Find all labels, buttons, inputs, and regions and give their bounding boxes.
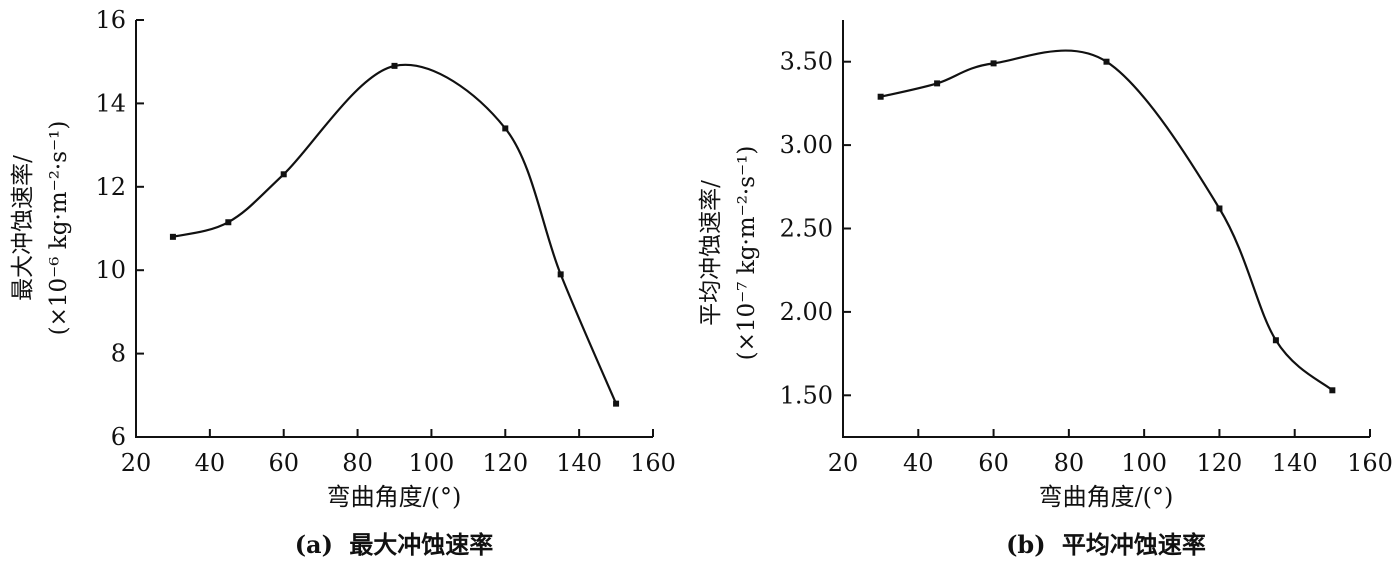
x-axis-label-b: 弯曲角度/(°)	[1039, 483, 1174, 511]
y-ticks-b: 1.50 2.00 2.50 3.00 3.50	[780, 48, 851, 409]
y-axis-label-a-line1: 最大冲蚀速率/	[10, 155, 36, 301]
x-tick-label-a: 60	[268, 449, 299, 477]
chart-panel-b: 20 40 60 80 100 120 140 160 1.50 2.00 2.50 3.00 3.5…	[698, 20, 1393, 559]
y-tick-label-a: 8	[111, 340, 126, 368]
x-tick-label-b: 40	[903, 449, 934, 477]
caption-a-prefix: (a)	[295, 530, 333, 559]
x-tick-label-b: 60	[978, 449, 1009, 477]
x-tick-label-b: 160	[1347, 449, 1393, 477]
data-point-a	[613, 400, 620, 407]
caption-b-prefix: (b)	[1006, 530, 1046, 559]
x-ticks-a: 20 40 60 80 100 120 140 160	[121, 429, 676, 477]
x-tick-label-a: 140	[556, 449, 602, 477]
x-tick-label-b: 20	[828, 449, 859, 477]
x-tick-label-a: 20	[121, 449, 152, 477]
x-tick-label-a: 80	[342, 449, 373, 477]
x-tick-label-b: 140	[1272, 449, 1318, 477]
data-point-b	[1329, 387, 1336, 394]
y-tick-label-b: 3.50	[780, 48, 833, 76]
data-point-a	[502, 125, 509, 132]
x-ticks-b: 20 40 60 80 100 120 140 160	[828, 429, 1393, 477]
chart-panel-a: 20 40 60 80 100 120 140 160 6 8 10 12 14 16 弯曲角度/(°)…	[10, 6, 676, 559]
x-tick-label-b: 120	[1197, 449, 1243, 477]
caption-b: (b) 平均冲蚀速率	[1006, 530, 1206, 559]
series-line-a	[172, 63, 618, 405]
data-points-b	[877, 58, 1336, 394]
data-point-b	[1103, 58, 1110, 65]
y-tick-label-b: 2.00	[780, 298, 833, 326]
axis-lines-b	[842, 20, 1370, 438]
data-point-a	[169, 233, 176, 240]
data-point-a	[391, 62, 398, 69]
data-point-b	[1272, 337, 1279, 344]
y-axis-label-b-line1: 平均冲蚀速率/	[698, 180, 724, 326]
y-tick-label-a: 6	[111, 423, 126, 451]
y-axis-label-b: 平均冲蚀速率/ (×10⁻⁷ kg·m⁻²·s⁻¹)	[698, 146, 760, 361]
caption-a-text: 最大冲蚀速率	[349, 530, 493, 559]
data-points-a	[169, 62, 620, 407]
x-tick-label-a: 160	[630, 449, 676, 477]
y-tick-label-a: 14	[95, 89, 126, 117]
x-tick-label-a: 120	[482, 449, 528, 477]
caption-a: (a) 最大冲蚀速率	[295, 530, 494, 559]
data-point-a	[225, 219, 232, 226]
y-axis-label-a: 最大冲蚀速率/ (×10⁻⁶ kg·m⁻²·s⁻¹)	[10, 121, 72, 336]
data-point-b	[877, 93, 884, 100]
series-line-b	[880, 49, 1334, 392]
x-tick-label-b: 100	[1121, 449, 1167, 477]
data-point-b	[990, 60, 997, 67]
y-tick-label-b: 2.50	[780, 215, 833, 243]
x-tick-label-a: 40	[195, 449, 226, 477]
y-axis-label-a-line2: (×10⁻⁶ kg·m⁻²·s⁻¹)	[46, 121, 72, 336]
data-point-a	[557, 271, 564, 278]
x-tick-label-a: 100	[409, 449, 455, 477]
data-point-b	[1216, 205, 1223, 212]
y-tick-label-a: 12	[95, 173, 126, 201]
x-axis-label-a: 弯曲角度/(°)	[327, 483, 462, 511]
y-tick-label-b: 3.00	[780, 131, 833, 159]
data-point-b	[934, 80, 941, 87]
data-point-a	[280, 171, 287, 178]
y-tick-label-a: 10	[95, 256, 126, 284]
y-tick-label-a: 16	[95, 6, 126, 34]
y-ticks-a: 6 8 10 12 14 16	[95, 6, 144, 451]
y-axis-label-b-line2: (×10⁻⁷ kg·m⁻²·s⁻¹)	[734, 146, 760, 361]
y-tick-label-b: 1.50	[780, 381, 833, 409]
x-tick-label-b: 80	[1054, 449, 1085, 477]
caption-b-text: 平均冲蚀速率	[1062, 530, 1206, 559]
